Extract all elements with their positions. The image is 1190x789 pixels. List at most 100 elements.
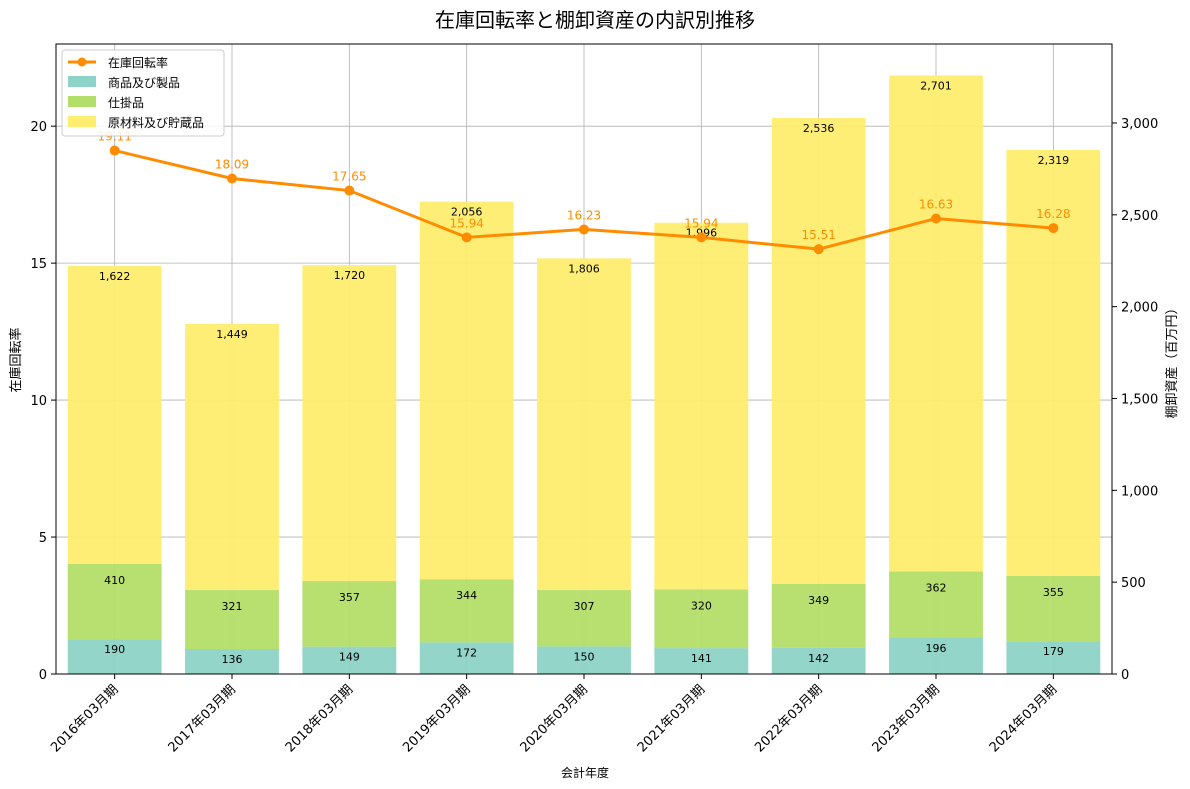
- x-tick-label: 2019年03月期: [400, 682, 473, 755]
- y-left-tick-label: 0: [39, 668, 47, 683]
- y-left-tick-label: 20: [30, 120, 47, 135]
- turnover-point: [931, 213, 941, 224]
- x-axis-label: 会計年度: [561, 765, 609, 780]
- y-right-tick-label: 1,500: [1121, 392, 1158, 407]
- bar-materials: [1006, 149, 1101, 576]
- y-left-tick-label: 15: [30, 257, 47, 272]
- bar-wip: [1006, 575, 1101, 642]
- bar-data-label: 410: [104, 574, 125, 587]
- legend-swatch: [68, 116, 96, 127]
- bar-data-label: 344: [456, 589, 477, 602]
- bar-materials: [654, 222, 749, 590]
- bar-data-label: 190: [104, 643, 125, 656]
- bar-data-label: 355: [1043, 586, 1064, 599]
- bar-products: [537, 646, 631, 674]
- legend-marker: [77, 57, 87, 67]
- bar-materials: [419, 201, 514, 580]
- bar-data-label: 362: [926, 582, 947, 595]
- turnover-point: [227, 173, 237, 184]
- y-right-tick-label: 500: [1121, 576, 1146, 591]
- turnover-point: [696, 232, 707, 243]
- bar-data-label: 1,449: [216, 328, 248, 341]
- legend-swatch: [68, 96, 96, 107]
- turnover-data-label: 18.09: [215, 157, 249, 171]
- turnover-point: [1048, 223, 1059, 234]
- bar-data-label: 320: [691, 599, 712, 612]
- bar-data-label: 136: [222, 653, 243, 666]
- bar-wip: [419, 579, 514, 643]
- x-tick-label: 2022年03月期: [752, 682, 825, 755]
- y-right-tick-label: 1,000: [1121, 484, 1158, 499]
- bar-products: [67, 639, 162, 674]
- legend-box: [61, 49, 225, 137]
- turnover-point: [461, 232, 472, 243]
- legend-swatch: [68, 76, 96, 87]
- y-right-tick-label: 2,000: [1121, 301, 1158, 316]
- bar-products: [889, 638, 983, 674]
- bar-data-label: 1,806: [568, 262, 600, 275]
- turnover-data-label: 15.51: [801, 228, 835, 242]
- bar-wip: [771, 583, 866, 648]
- bar-materials: [67, 265, 162, 564]
- bar-products: [419, 642, 514, 674]
- y-right-tick-label: 3,000: [1121, 117, 1158, 132]
- legend-entry: 商品及び製品: [108, 75, 180, 90]
- bar-data-label: 2,056: [451, 206, 483, 219]
- bar-wip: [537, 590, 631, 647]
- bar-products: [302, 646, 397, 674]
- x-tick-label: 2020年03月期: [518, 682, 591, 755]
- turnover-data-label: 15.94: [449, 216, 483, 230]
- bar-products: [185, 649, 279, 674]
- y-right-tick-label: 2,500: [1121, 209, 1158, 224]
- bar-data-label: 196: [926, 642, 947, 655]
- bar-data-label: 1,622: [99, 270, 131, 283]
- bar-data-label: 307: [574, 600, 595, 613]
- x-tick-label: 2016年03月期: [48, 682, 121, 755]
- bar-data-label: 142: [808, 652, 829, 665]
- bar-data-label: 349: [808, 594, 829, 607]
- bar-data-label: 141: [691, 652, 712, 665]
- bar-data-label: 150: [574, 650, 595, 663]
- bar-materials: [302, 265, 397, 582]
- bar-materials: [185, 323, 279, 591]
- turnover-data-label: 17.65: [332, 170, 366, 184]
- bar-wip: [889, 571, 983, 638]
- x-tick-label: 2021年03月期: [635, 682, 708, 755]
- chart-title: 在庫回転率と棚卸資産の内訳別推移: [435, 8, 755, 32]
- bar-materials: [771, 118, 866, 584]
- bar-materials: [889, 75, 983, 572]
- turnover-point: [109, 145, 120, 156]
- turnover-point: [579, 224, 589, 235]
- y-axis-right-label: 棚卸資産（百万円）: [1164, 301, 1180, 418]
- bar-data-label: 179: [1043, 645, 1064, 658]
- turnover-data-label: 16.28: [1036, 207, 1070, 221]
- legend-entry: 在庫回転率: [108, 55, 168, 70]
- bar-materials: [537, 258, 631, 591]
- legend-entry: 原材料及び貯蔵品: [108, 116, 204, 130]
- bar-wip: [654, 589, 749, 649]
- bar-data-label: 2,319: [1038, 154, 1070, 167]
- bar-products: [654, 648, 749, 674]
- turnover-data-label: 16.23: [567, 208, 601, 222]
- bar-data-label: 321: [222, 600, 243, 613]
- y-left-tick-label: 5: [39, 531, 47, 546]
- y-right-tick-label: 0: [1121, 668, 1129, 683]
- x-tick-label: 2017年03月期: [166, 682, 239, 755]
- turnover-data-label: 15.94: [684, 216, 718, 230]
- y-axis-left-label: 在庫回転率: [8, 327, 24, 392]
- bar-wip: [185, 590, 279, 650]
- bar-data-label: 1,720: [334, 269, 366, 282]
- bar-data-label: 2,536: [803, 122, 835, 135]
- bar-data-label: 357: [339, 591, 360, 604]
- bar-data-label: 2,701: [920, 79, 952, 92]
- y-left-tick-label: 10: [30, 394, 47, 409]
- bar-data-label: 172: [456, 646, 477, 659]
- bar-wip: [302, 581, 397, 647]
- turnover-data-label: 16.63: [919, 197, 953, 211]
- x-tick-label: 2024年03月期: [987, 682, 1060, 755]
- bars-layer: [67, 75, 1101, 674]
- bar-data-label: 149: [339, 651, 360, 664]
- legend-entry: 仕掛品: [108, 95, 144, 110]
- bar-products: [771, 647, 866, 674]
